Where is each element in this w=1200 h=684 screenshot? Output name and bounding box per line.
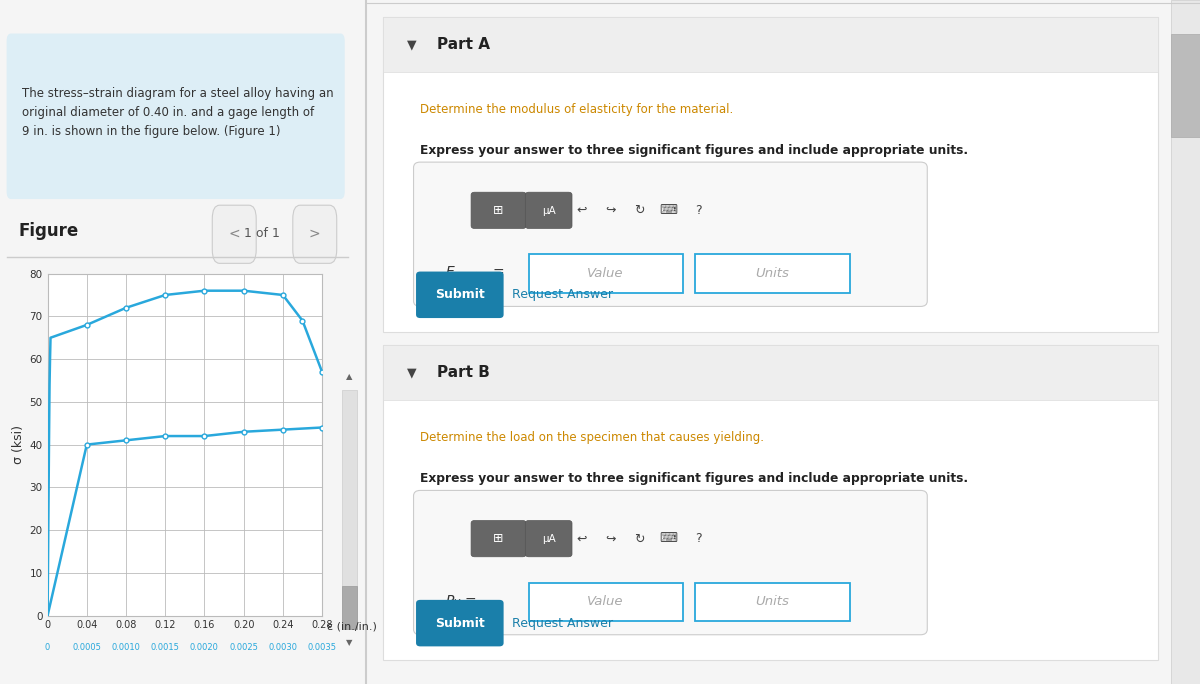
Text: Value: Value: [587, 595, 624, 609]
FancyBboxPatch shape: [7, 34, 344, 198]
Text: ε (in./in.): ε (in./in.): [326, 621, 377, 631]
Text: ▼: ▼: [407, 366, 416, 380]
Text: ↪: ↪: [605, 532, 616, 546]
FancyBboxPatch shape: [529, 583, 683, 621]
FancyBboxPatch shape: [414, 162, 928, 306]
Text: Express your answer to three significant figures and include appropriate units.: Express your answer to three significant…: [420, 472, 968, 485]
Text: ▼: ▼: [347, 638, 353, 648]
Text: ↻: ↻: [635, 532, 644, 546]
FancyBboxPatch shape: [472, 192, 526, 228]
Text: Submit: Submit: [436, 616, 485, 630]
Text: Request Answer: Request Answer: [512, 288, 613, 302]
FancyBboxPatch shape: [383, 17, 1158, 72]
FancyBboxPatch shape: [416, 600, 504, 646]
FancyBboxPatch shape: [342, 586, 356, 629]
Text: μA: μA: [541, 534, 556, 544]
FancyBboxPatch shape: [212, 205, 257, 263]
Text: Express your answer to three significant figures and include appropriate units.: Express your answer to three significant…: [420, 144, 968, 157]
Text: >: >: [308, 227, 320, 241]
Text: $P_Y$ =: $P_Y$ =: [445, 594, 476, 610]
Text: Value: Value: [587, 267, 624, 280]
Text: $E_{\mathrm{approx}}$ =: $E_{\mathrm{approx}}$ =: [445, 265, 505, 282]
Text: ↩: ↩: [576, 532, 587, 546]
FancyBboxPatch shape: [342, 390, 356, 629]
Text: ⊞: ⊞: [493, 204, 504, 218]
FancyBboxPatch shape: [383, 17, 1158, 332]
Text: Figure: Figure: [18, 222, 78, 240]
FancyBboxPatch shape: [414, 490, 928, 635]
Text: ?: ?: [695, 204, 701, 218]
Text: Determine the load on the specimen that causes yielding.: Determine the load on the specimen that …: [420, 431, 764, 444]
FancyBboxPatch shape: [1171, 34, 1200, 137]
FancyBboxPatch shape: [696, 583, 850, 621]
FancyBboxPatch shape: [383, 345, 1158, 660]
Text: Part B: Part B: [437, 365, 490, 380]
Text: 1 of 1: 1 of 1: [244, 227, 280, 241]
Text: ↻: ↻: [635, 204, 644, 218]
Text: ⌨: ⌨: [660, 532, 678, 546]
Text: ↪: ↪: [605, 204, 616, 218]
Text: ⊞: ⊞: [493, 532, 504, 546]
FancyBboxPatch shape: [472, 521, 526, 557]
Text: ↩: ↩: [576, 204, 587, 218]
FancyBboxPatch shape: [526, 521, 572, 557]
Y-axis label: σ (ksi): σ (ksi): [12, 425, 25, 464]
Text: Request Answer: Request Answer: [512, 616, 613, 630]
Text: ▼: ▼: [407, 38, 416, 51]
Text: Determine the modulus of elasticity for the material.: Determine the modulus of elasticity for …: [420, 103, 733, 116]
FancyBboxPatch shape: [1171, 0, 1200, 684]
FancyBboxPatch shape: [293, 205, 337, 263]
Text: μA: μA: [541, 206, 556, 215]
Text: The stress–strain diagram for a steel alloy having an
original diameter of 0.40 : The stress–strain diagram for a steel al…: [22, 88, 334, 138]
Text: Submit: Submit: [436, 288, 485, 302]
Text: <: <: [228, 227, 240, 241]
Text: Units: Units: [755, 267, 790, 280]
FancyBboxPatch shape: [529, 254, 683, 293]
FancyBboxPatch shape: [526, 192, 572, 228]
Text: Part A: Part A: [437, 37, 490, 52]
Text: ⌨: ⌨: [660, 204, 678, 218]
FancyBboxPatch shape: [696, 254, 850, 293]
Text: ▲: ▲: [347, 371, 353, 381]
Text: Units: Units: [755, 595, 790, 609]
FancyBboxPatch shape: [416, 272, 504, 318]
FancyBboxPatch shape: [383, 345, 1158, 400]
Text: ?: ?: [695, 532, 701, 546]
